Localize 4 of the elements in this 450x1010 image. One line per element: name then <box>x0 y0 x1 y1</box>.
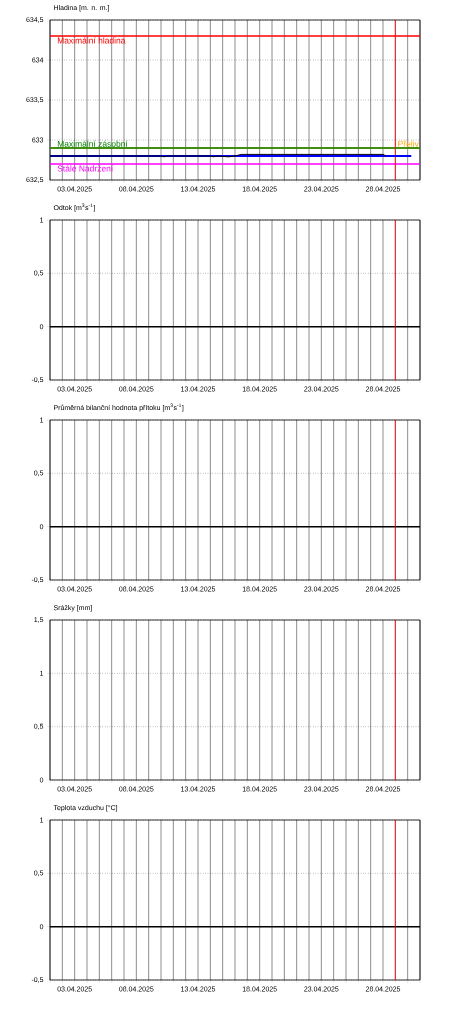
ref-line-label: Přeliv <box>398 140 419 147</box>
ref-line-label: Maximální hladina <box>57 37 126 44</box>
ref-line-label: Maximální zásobní <box>57 140 128 147</box>
ref-line-label: Stálé Nadržení <box>57 165 114 172</box>
